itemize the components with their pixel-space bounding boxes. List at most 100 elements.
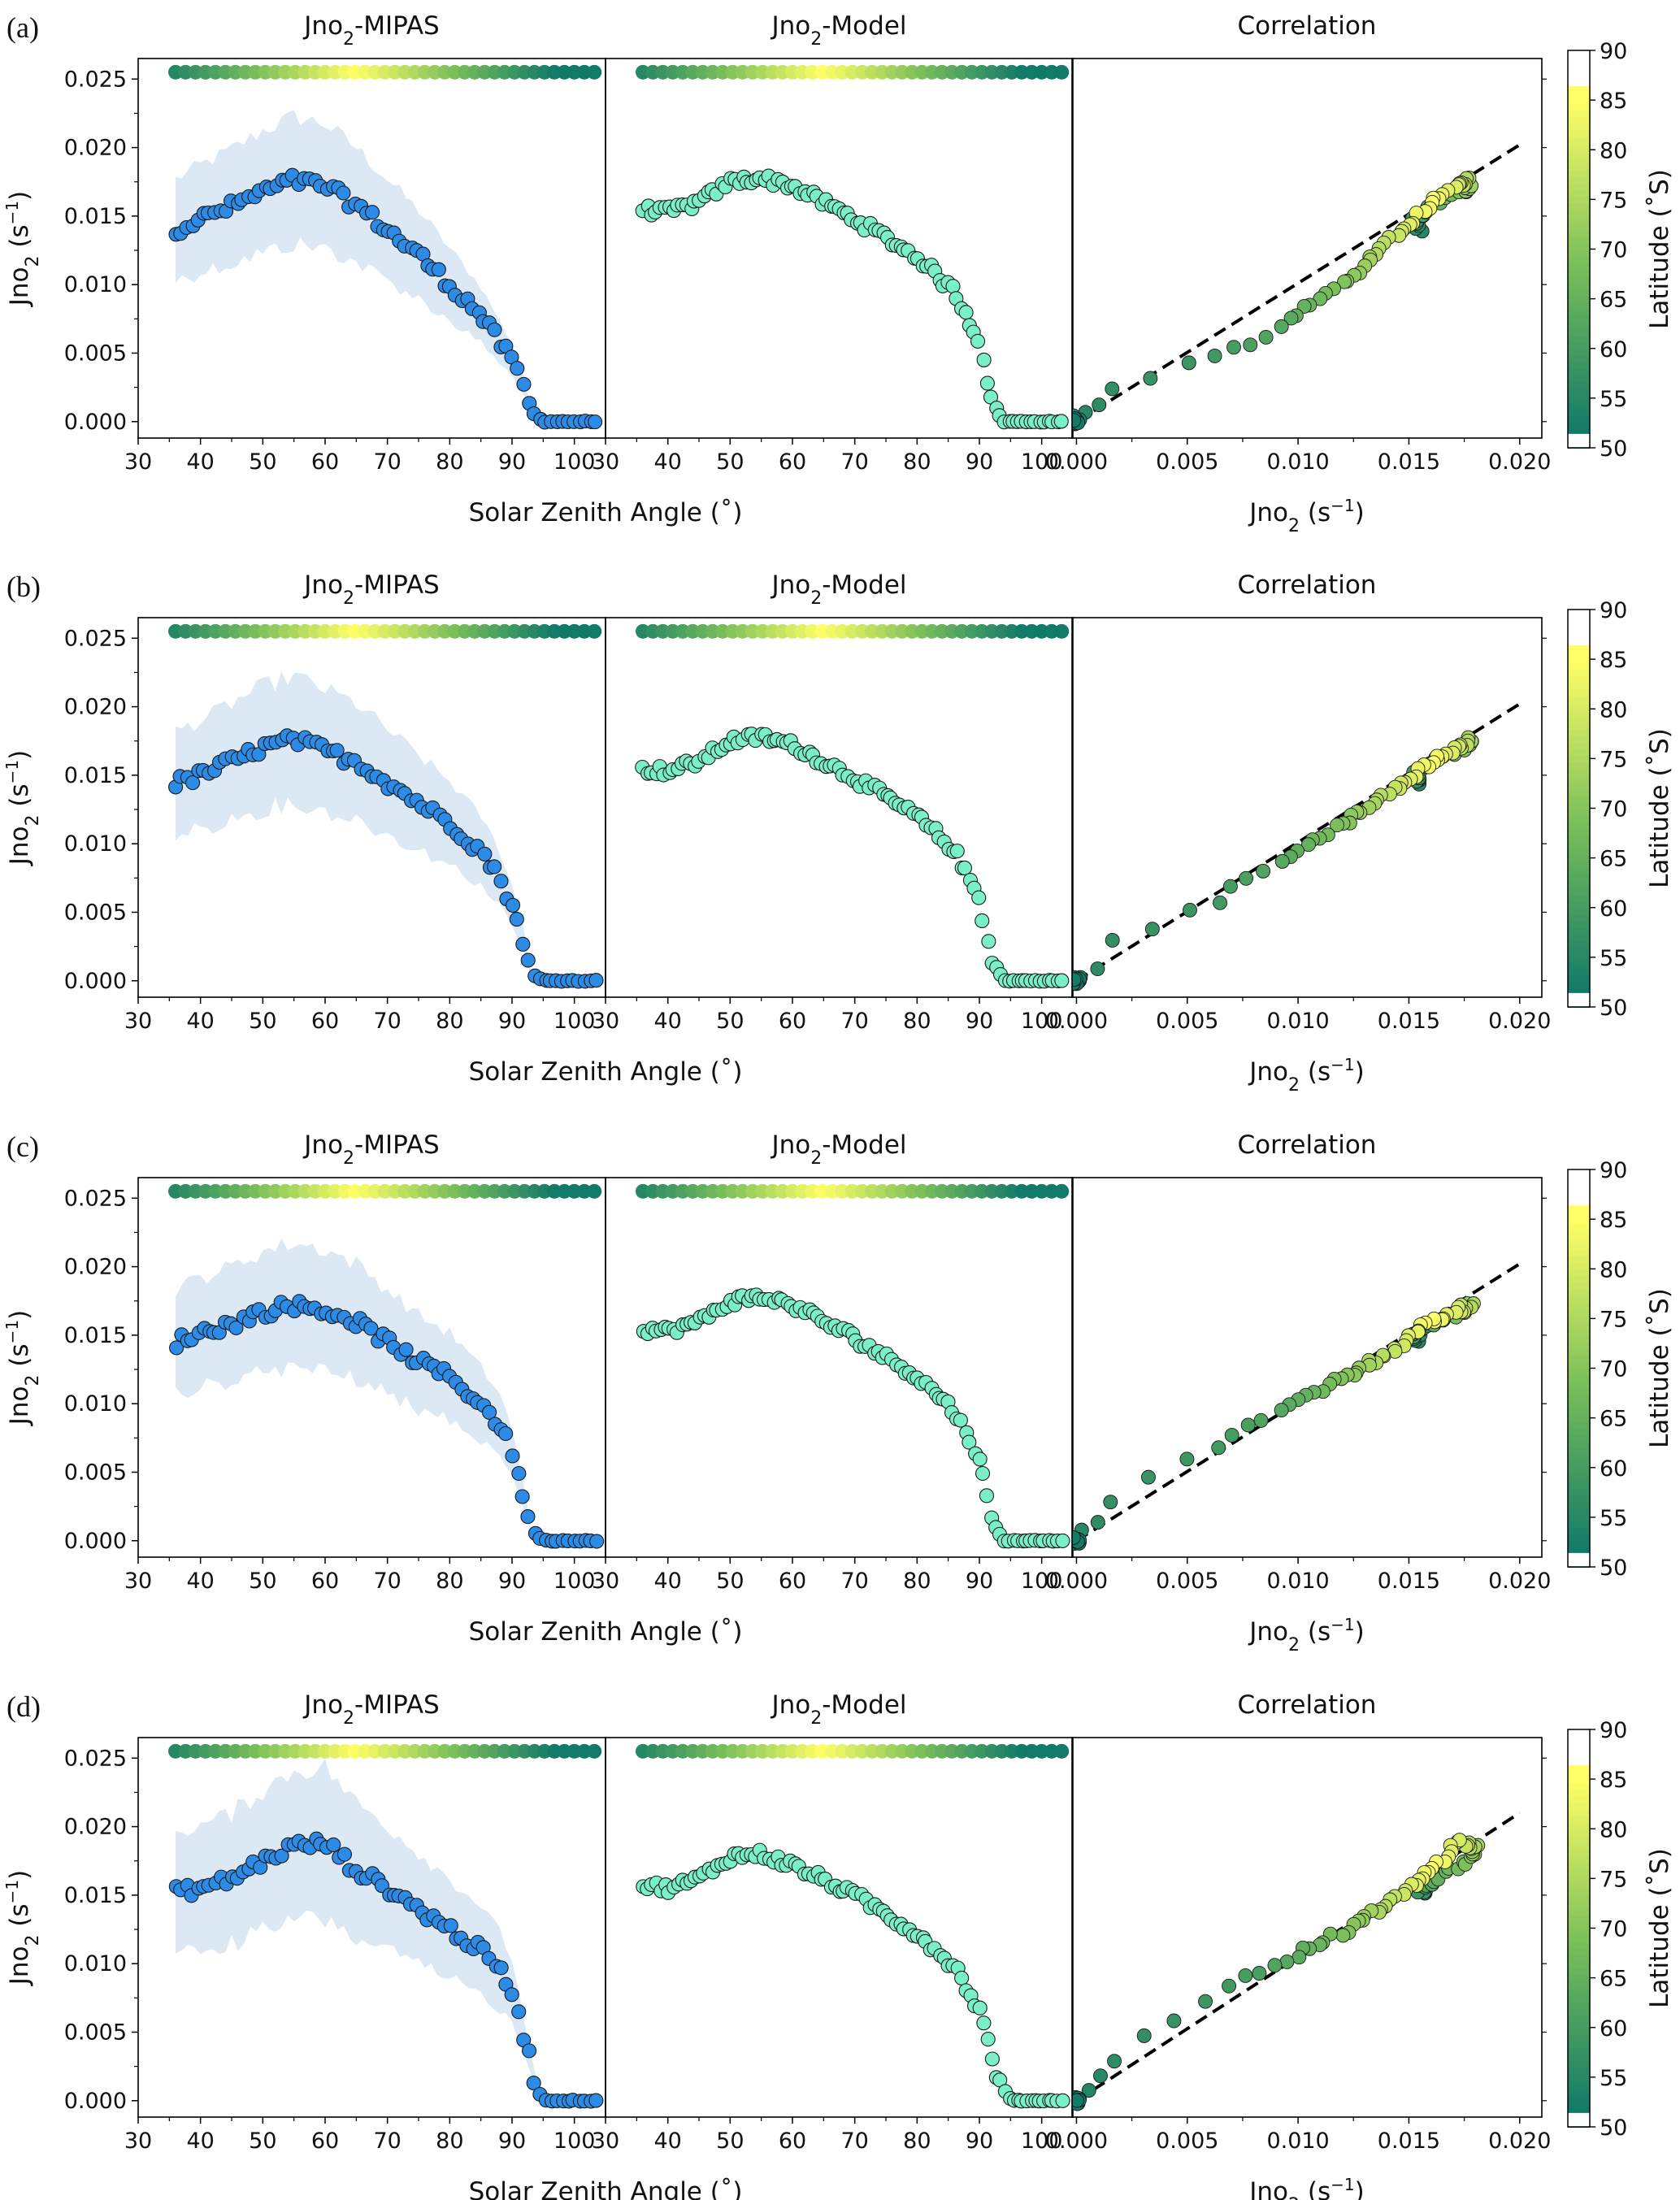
x-tick-label: 0.015 (1378, 1009, 1440, 1034)
colorbar-segment (1568, 907, 1590, 915)
colorbar-tick-label: 55 (1600, 946, 1627, 971)
x-tick-label: 30 (124, 2128, 152, 2154)
y-tick-label: 0.010 (64, 272, 127, 297)
colorbar-segment (1568, 236, 1590, 244)
colorbar-segment (1568, 136, 1590, 145)
colorbar-segment (1568, 795, 1590, 803)
colorbar-tick-label: 70 (1600, 1917, 1627, 1942)
panel-title-mipas: Jno2-MIPAS (302, 11, 439, 50)
colorbar-segment (1568, 675, 1590, 683)
colorbar-segment (1568, 1987, 1590, 1995)
mipas-point (522, 2043, 537, 2059)
colorbar-segment (1568, 801, 1590, 809)
model-point (954, 1970, 970, 1985)
y-tick-label: 0.010 (64, 831, 127, 857)
panel-title-correlation: Correlation (1238, 571, 1377, 600)
x-tick-label: 30 (592, 1009, 619, 1034)
colorbar-segment (1568, 1401, 1590, 1409)
x-axis-label-j: Jno2 (s−1) (1248, 1615, 1364, 1655)
model-point (962, 1434, 977, 1450)
uncertainty-band (176, 1758, 549, 2101)
x-tick-label: 60 (779, 1009, 806, 1034)
axes-frame (1071, 617, 1543, 998)
y-tick-label: 0.015 (64, 204, 127, 229)
x-tick-label: 50 (716, 1569, 744, 1594)
colorbar-segment (1568, 163, 1590, 171)
colorbar-segment (1568, 123, 1590, 131)
colorbar-segment (1568, 1848, 1590, 1856)
x-tick-label: 50 (716, 2128, 744, 2154)
colorbar-segment (1568, 394, 1590, 402)
correlation-point (1090, 961, 1105, 976)
x-tick-label: 60 (311, 2128, 339, 2154)
x-tick-label: 0.005 (1156, 449, 1218, 475)
correlation-point (1253, 1412, 1269, 1428)
colorbar-segment (1568, 900, 1590, 909)
colorbar-label: Latitude (˚S) (1645, 1288, 1674, 1448)
colorbar-tick-label: 60 (1600, 2016, 1627, 2042)
model-point (972, 2000, 988, 2016)
colorbar-segment (1568, 2027, 1590, 2035)
colorbar-segment (1568, 1941, 1590, 1949)
colorbar-segment (1568, 808, 1590, 816)
colorbar-segment (1568, 1974, 1590, 1982)
latitude-strip-point (1054, 1743, 1070, 1759)
latitude-strip-point (1054, 64, 1070, 80)
panel-mipas: 30 40 50 60 70 80 90 100 (124, 1737, 606, 2154)
panel-model: 30 40 50 60 70 80 90 100 (592, 617, 1074, 1034)
x-tick-label: 70 (840, 1009, 868, 1034)
x-tick-label: 0.005 (1156, 2128, 1218, 2154)
colorbar-segment (1568, 143, 1590, 151)
colorbar-segment (1568, 215, 1590, 223)
colorbar-segment (1568, 414, 1590, 423)
mipas-point (515, 936, 531, 952)
x-tick-label: 100 (1021, 449, 1063, 475)
colorbar-segment (1568, 669, 1590, 677)
colorbar-segment (1568, 974, 1590, 982)
mipas-point (588, 973, 604, 988)
colorbar-segment (1568, 255, 1590, 263)
colorbar-segment (1568, 302, 1590, 310)
model-point (957, 860, 972, 876)
colorbar-segment (1568, 97, 1590, 105)
mipas-point (510, 361, 525, 376)
colorbar-segment (1568, 709, 1590, 717)
x-tick-label: 40 (186, 449, 214, 475)
x-tick-label: 80 (436, 2128, 463, 2154)
colorbar-segment (1568, 295, 1590, 303)
colorbar-segment (1568, 1947, 1590, 1956)
colorbar-segment (1568, 854, 1590, 862)
colorbar-segment (1568, 262, 1590, 270)
model-point (1055, 2093, 1070, 2108)
colorbar-segment (1568, 1908, 1590, 1916)
colorbar-segment (1568, 1473, 1590, 1482)
colorbar-segment (1568, 940, 1590, 948)
colorbar-segment (1568, 835, 1590, 843)
colorbar-tick-label: 50 (1600, 2115, 1627, 2141)
colorbar-segment (1568, 722, 1590, 730)
colorbar-segment (1568, 927, 1590, 935)
colorbar-segment (1568, 1762, 1590, 1770)
mipas-point (185, 775, 201, 791)
axes-frame (605, 617, 1074, 998)
correlation-point (1092, 397, 1107, 413)
x-tick-label: 0.020 (1488, 1569, 1551, 1594)
colorbar-segment (1568, 887, 1590, 896)
colorbar-segment (1568, 2094, 1590, 2102)
x-tick-label: 0.000 (1045, 2128, 1108, 2154)
x-tick-label: 60 (311, 1009, 339, 1034)
correlation-point (1267, 1958, 1283, 1973)
x-tick-label: 70 (373, 449, 401, 475)
x-tick-label: 80 (903, 1569, 931, 1594)
colorbar-segment (1568, 1288, 1590, 1296)
colorbar-segment (1568, 827, 1590, 836)
model-point (981, 934, 996, 949)
correlation-point (1103, 1495, 1118, 1510)
panel-title-model: Jno2-Model (770, 1690, 906, 1729)
colorbar-cap-bottom (1568, 1552, 1590, 1567)
colorbar-segment (1568, 1782, 1590, 1790)
mipas-point (511, 2004, 527, 2020)
x-tick-label: 90 (498, 1009, 526, 1034)
x-tick-label: 70 (373, 1569, 401, 1594)
x-tick-label: 0.010 (1266, 1569, 1329, 1594)
